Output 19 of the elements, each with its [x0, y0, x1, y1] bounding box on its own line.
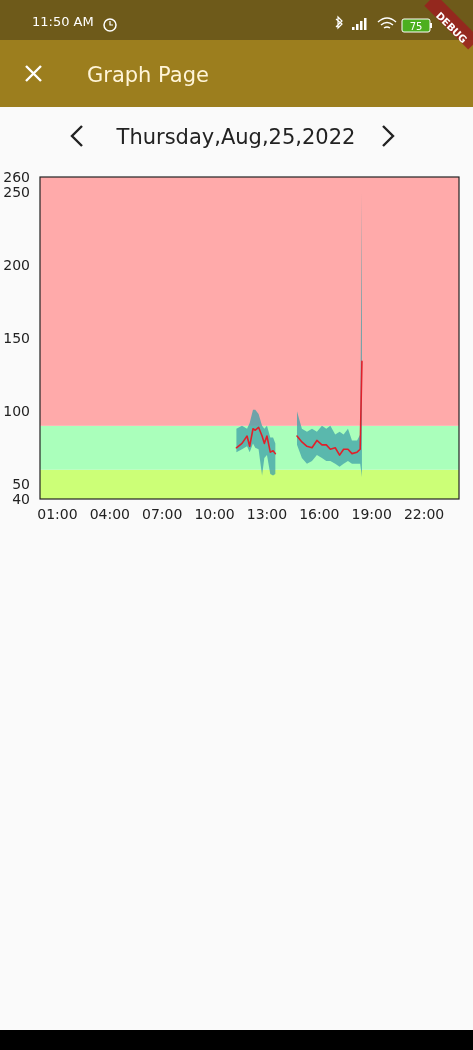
- x-tick-label: 19:00: [351, 506, 392, 522]
- x-tick-label: 16:00: [299, 506, 340, 522]
- y-tick-label: 250: [3, 183, 30, 200]
- y-tick-label: 40: [12, 490, 30, 507]
- x-tick-label: 22:00: [403, 506, 445, 522]
- text: 75: [409, 20, 423, 32]
- y-tick-label: 50: [12, 476, 30, 493]
- x-tick-label: 10:00: [194, 506, 235, 522]
- text: 11:50 AM: [32, 14, 94, 29]
- y-tick-label: 150: [3, 329, 30, 346]
- chart-subtitle: Thursday,Aug,25,2022: [115, 125, 356, 149]
- x-tick-label: 13:00: [246, 506, 288, 522]
- chart-title: Graph Page: [87, 63, 209, 87]
- y-tick-label: 200: [3, 256, 30, 273]
- x-tick-label: 07:00: [142, 506, 183, 522]
- y-tick-label: 100: [3, 403, 30, 420]
- y-tick-label: 260: [3, 168, 30, 185]
- x-tick-label: 01:00: [37, 506, 78, 522]
- x-tick-label: 04:00: [89, 506, 131, 522]
